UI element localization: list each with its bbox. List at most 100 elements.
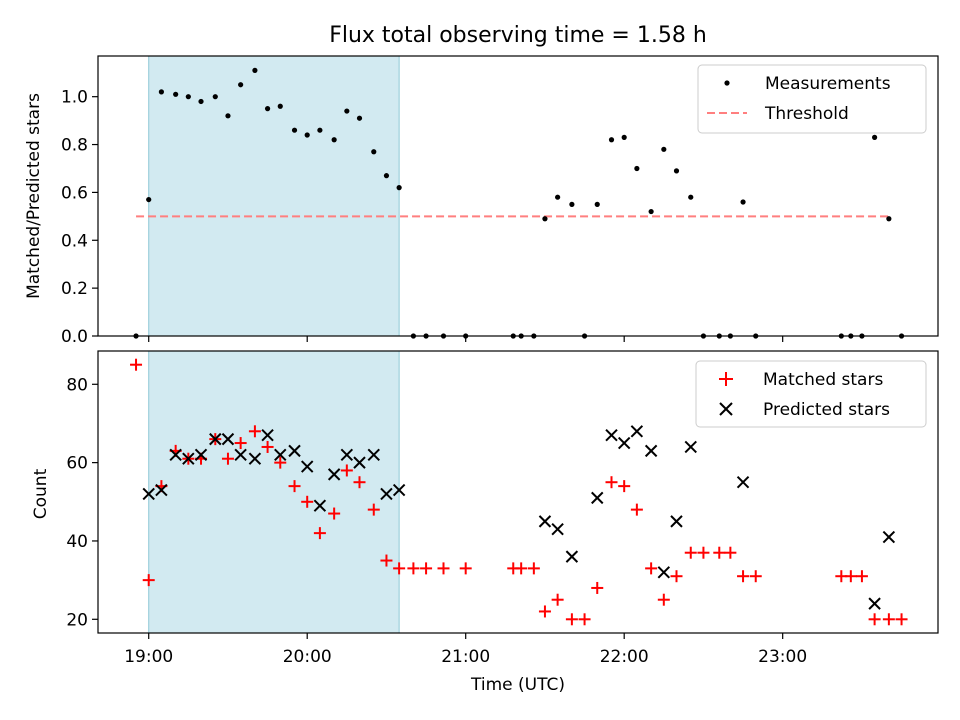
matched-star-point-26 [515, 562, 528, 575]
bottom-xtick-label: 21:00 [441, 647, 490, 667]
predicted-star-point-5 [209, 432, 222, 446]
measurement-point-33 [608, 137, 615, 143]
measurement-point-48 [872, 134, 878, 140]
predicted-star-point-8 [248, 452, 262, 465]
legend-measurements-marker [724, 80, 730, 86]
matched-star-point-12 [288, 480, 301, 493]
matched-star-point-39 [684, 546, 697, 559]
predicted-star-point-23 [591, 491, 604, 505]
matched-star-point-16 [340, 464, 353, 477]
measurement-point-1 [146, 196, 152, 203]
predicted-star-point-13 [313, 499, 327, 512]
measurement-point-17 [356, 115, 363, 121]
measurement-point-5 [198, 98, 204, 105]
measurement-point-12 [291, 127, 298, 133]
bottom-xtick-label: 20:00 [283, 647, 332, 667]
measurement-point-14 [317, 127, 323, 133]
legend-predicted-marker [719, 402, 733, 416]
matched-star-point-41 [713, 546, 726, 559]
measurement-point-20 [396, 185, 402, 191]
bottom-axes-frame [97, 350, 939, 634]
matched-star-point-32 [591, 581, 604, 594]
predicted-star-point-14 [327, 468, 341, 481]
measurement-point-28 [542, 216, 548, 222]
matched-star-point-37 [657, 593, 670, 606]
matched-star-point-35 [630, 503, 643, 516]
matched-star-point-43 [737, 570, 750, 583]
measurement-point-38 [673, 168, 680, 174]
bottom-ytick-label: 60 [66, 454, 88, 474]
predicted-star-point-27 [644, 444, 658, 458]
predicted-star-point-16 [353, 456, 366, 469]
predicted-star-point-17 [367, 448, 380, 461]
matched-star-point-50 [895, 613, 908, 626]
matched-star-point-24 [459, 562, 472, 575]
matched-star-point-20 [393, 562, 406, 575]
predicted-star-point-21 [551, 523, 564, 536]
measurement-point-6 [212, 94, 218, 100]
measurement-point-10 [264, 106, 271, 112]
matched-star-point-49 [882, 613, 895, 626]
matched-star-point-38 [670, 570, 683, 583]
predicted-star-point-31 [736, 476, 750, 489]
measurement-point-35 [634, 165, 640, 172]
matched-star-point-1 [142, 574, 155, 587]
top-panel: 0.0 0.2 0.4 0.6 0.8 1.0 Matched/Predicted sta… [24, 55, 939, 347]
measurement-point-49 [886, 216, 892, 222]
matched-star-point-47 [855, 570, 868, 583]
bottom-xtick-label: 23:00 [758, 647, 807, 667]
measurement-point-19 [383, 173, 390, 179]
bottom-shaded-interval [148, 350, 400, 634]
x-axis-label: Time (UTC) [470, 675, 565, 695]
bottom-xtick-label: 19:00 [124, 647, 173, 667]
matched-star-point-11 [274, 456, 287, 469]
matched-star-point-21 [407, 562, 420, 575]
measurement-point-11 [277, 103, 283, 109]
matched-star-point-29 [551, 593, 564, 606]
top-ytick-label: 1.0 [61, 88, 88, 108]
predicted-star-point-12 [301, 460, 314, 473]
top-ytick-label: 0.6 [61, 183, 88, 203]
matched-star-point-28 [538, 605, 551, 618]
bottom-ytick-label: 80 [66, 375, 88, 395]
matched-star-point-33 [605, 476, 618, 489]
predicted-star-point-32 [868, 597, 881, 610]
matched-star-point-19 [380, 554, 393, 567]
matched-star-point-0 [130, 358, 143, 371]
matched-star-point-18 [367, 503, 380, 516]
top-legend: Measurements Threshold [697, 64, 927, 134]
measurement-point-15 [331, 137, 337, 143]
measurement-point-8 [238, 82, 244, 88]
measurement-point-2 [158, 89, 164, 95]
predicted-star-point-20 [538, 515, 552, 528]
matched-star-point-44 [749, 570, 762, 583]
matched-star-point-15 [328, 507, 341, 520]
predicted-star-point-22 [565, 550, 579, 563]
measurement-point-37 [661, 146, 667, 152]
measurement-point-18 [371, 149, 377, 155]
matched-star-point-14 [313, 527, 326, 540]
matched-star-point-31 [578, 613, 591, 626]
top-legend-box [697, 64, 927, 134]
legend-matched-marker [719, 372, 733, 386]
legend-matched-label: Matched stars [763, 370, 883, 390]
matched-star-point-27 [527, 562, 540, 575]
top-y-axis-label: Matched/Predicted stars [24, 93, 44, 299]
predicted-star-point-29 [670, 515, 683, 528]
matched-star-point-23 [437, 562, 450, 575]
measurement-point-39 [688, 194, 694, 200]
measurement-point-16 [344, 108, 350, 114]
legend-threshold-label: Threshold [764, 104, 849, 124]
bottom-panel: 19:00 20:00 21:00 22:00 23:00 20 40 60 80 Count… [31, 350, 939, 695]
matched-star-point-42 [724, 546, 737, 559]
predicted-star-point-33 [882, 530, 896, 544]
measurement-point-9 [252, 67, 258, 73]
bottom-legend-box [695, 360, 927, 428]
matched-star-point-7 [221, 452, 234, 465]
predicted-star-point-25 [617, 436, 631, 450]
measurement-point-13 [304, 132, 310, 138]
measurement-point-3 [173, 91, 179, 97]
predicted-star-point-15 [340, 448, 354, 461]
top-ytick-label: 0.8 [61, 136, 88, 156]
